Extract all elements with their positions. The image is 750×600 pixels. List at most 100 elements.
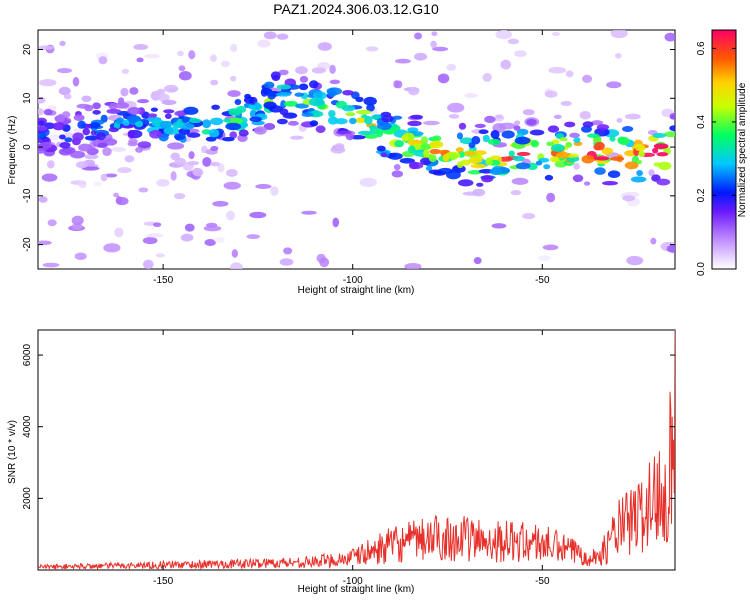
heatmap-cell [501, 130, 515, 139]
heatmap-cell [594, 156, 610, 161]
heatmap-cell [485, 157, 493, 166]
heatmap-cell [298, 83, 309, 91]
heatmap-cell [355, 96, 364, 103]
heatmap-cell [120, 87, 129, 97]
heatmap-cell [220, 60, 231, 68]
heatmap-cell [164, 113, 172, 120]
heatmap-cell [609, 156, 625, 161]
heatmap-cell [230, 262, 243, 269]
heatmap-cell [377, 122, 392, 131]
heatmap-cell [658, 161, 672, 171]
snr-y-label: SNR (10 * v/v) [7, 420, 18, 484]
heatmap-cell [181, 116, 190, 123]
heatmap-cell [472, 188, 486, 197]
heatmap-cell [279, 258, 294, 266]
heatmap-cell [583, 181, 591, 186]
heatmap-cell [143, 53, 160, 59]
heatmap-cell [544, 174, 554, 181]
heatmap-cell [63, 93, 72, 100]
heatmap-cell [666, 244, 675, 254]
colorbar-tick-label: 0.2 [696, 188, 707, 202]
heatmap-cell [211, 104, 220, 110]
heatmap-cell [464, 93, 478, 98]
heatmap-cell [226, 210, 236, 221]
heatmap-cell [108, 127, 119, 133]
heatmap-cell [209, 117, 224, 126]
heatmap-cell [607, 170, 621, 179]
heatmap-cell [624, 161, 639, 170]
heatmap-cell [543, 164, 551, 170]
heatmap-cell [594, 167, 606, 175]
heatmap-cell [46, 160, 55, 169]
heatmap-cell [150, 107, 158, 112]
heatmap-cell [93, 181, 102, 187]
heatmap-cell [210, 161, 221, 167]
heatmap-cell [52, 122, 66, 131]
heatmap-cell [103, 243, 121, 253]
heatmap-cell [366, 103, 375, 112]
heatmap-cell [121, 68, 129, 74]
heatmap-cell [587, 133, 600, 138]
heatmap-cell [234, 98, 242, 106]
heatmap-cell [248, 104, 256, 110]
heatmap-cell [381, 114, 394, 123]
heatmap-cell [624, 113, 641, 120]
heatmap-cell [72, 76, 80, 87]
heatmap-cell [327, 88, 337, 98]
heatmap-cell [223, 181, 241, 190]
heatmap-cell [39, 78, 57, 87]
heatmap-cell [652, 147, 659, 154]
heatmap-cell [223, 118, 231, 123]
heatmap-cell [341, 105, 356, 112]
heatmap-cell [38, 143, 50, 151]
snr-axes: -150 -100 -50 2000 4000 6000 [22, 330, 675, 587]
heatmap-cell [184, 223, 195, 232]
heatmap-cell [394, 140, 404, 148]
heatmap-cell [495, 30, 513, 40]
heatmap-cell [276, 84, 292, 90]
heatmap-cell [187, 160, 200, 166]
heatmap-cell [622, 195, 636, 202]
heatmap-cell [457, 179, 474, 187]
heatmap-cell [456, 161, 464, 169]
heatmap-cell [430, 40, 437, 49]
heatmap-cell [204, 238, 216, 247]
heatmap-cell [537, 255, 551, 261]
heatmap-cell [157, 88, 166, 95]
heatmap-cell [490, 129, 500, 139]
heatmap-cell [178, 65, 186, 72]
y-tick-label: 0 [22, 144, 33, 150]
heatmap-cell [515, 162, 531, 170]
heatmap-cell [635, 159, 643, 165]
heatmap-cell [428, 154, 437, 163]
heatmap-cell [84, 104, 94, 112]
heatmap-cell [572, 174, 584, 183]
heatmap-cell [257, 39, 271, 48]
heatmap-cell [115, 195, 123, 205]
heatmap-cell [420, 143, 431, 151]
heatmap-cell [163, 109, 175, 114]
heatmap-cell [591, 120, 604, 126]
y-tick-label: -10 [22, 188, 33, 203]
heatmap-cell [77, 120, 87, 129]
heatmap-cell [526, 118, 537, 126]
heatmap-cell [188, 118, 202, 124]
heatmap-cell [596, 124, 610, 131]
heatmap-cell [551, 143, 565, 153]
heatmap-cell [192, 167, 204, 177]
heatmap-cell [602, 180, 619, 186]
heatmap-cell [565, 141, 573, 148]
heatmap-cell [225, 122, 242, 131]
heatmap-cell [301, 210, 317, 215]
heatmap-cell [104, 173, 118, 178]
heatmap-cell [315, 125, 326, 134]
heatmap-cell [513, 120, 521, 126]
heatmap-cell [84, 154, 99, 160]
heatmap-cell [72, 132, 84, 142]
heatmap-cell [47, 134, 62, 141]
x-tick-label: -150 [153, 275, 173, 286]
heatmap-cell [511, 177, 529, 185]
heatmap-cell [146, 113, 158, 118]
heatmap-cell [129, 87, 139, 95]
heatmap-cell [127, 129, 135, 139]
